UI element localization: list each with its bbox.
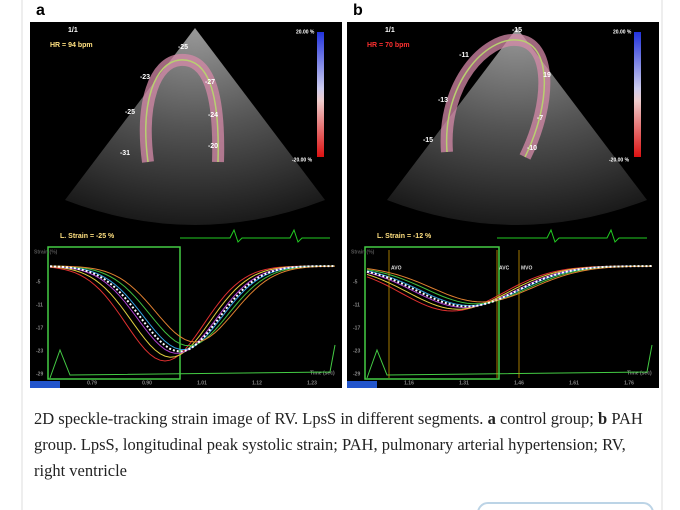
- event-label: AVO: [391, 265, 402, 271]
- y-tick-label: -29: [353, 371, 360, 377]
- segment-value: -13: [438, 97, 448, 104]
- myocardium-edge: [445, 39, 546, 158]
- segment-value: -27: [205, 79, 215, 86]
- caption-label: b: [598, 409, 608, 428]
- echo-fan: [65, 28, 325, 225]
- strain-graph: [347, 245, 659, 388]
- caption: 2D speckle-tracking strain image of RV. …: [34, 406, 646, 484]
- myocardium-edge: [145, 59, 219, 163]
- scale-max: 20.00 %: [613, 29, 632, 35]
- heart-rate: HR = 70 bpm: [367, 42, 410, 49]
- x-tick-label: 1.12: [252, 380, 262, 386]
- segment-value: -24: [208, 112, 218, 119]
- x-tick-label: 0.90: [142, 380, 152, 386]
- strain-curve: [366, 265, 653, 303]
- x-tick-label: 0.79: [87, 380, 97, 386]
- panel-label: b: [353, 2, 363, 19]
- panel: b 1/1 HR = 70 bpm 20.00 % -20.00 % -15 -11 -13 1…: [347, 2, 659, 388]
- x-axis-title: Time (sec): [310, 370, 335, 376]
- caption-text: control group;: [495, 409, 599, 428]
- strain-curve: [49, 265, 335, 347]
- panel-label: a: [36, 2, 45, 19]
- ecg: [180, 228, 330, 243]
- panel: a 1/1 HR = 94 bpm 20.00 % -20.00 % -25 -23 -27 -…: [30, 2, 342, 388]
- frame: 1/1: [385, 27, 395, 34]
- event-label: MVO: [521, 265, 533, 271]
- event-label: AVC: [499, 265, 510, 271]
- segment-value: -31: [120, 150, 130, 157]
- x-tick-label: 1.31: [459, 380, 469, 386]
- green-box: [47, 246, 181, 380]
- scale-min: -20.00 %: [292, 157, 313, 163]
- y-tick-label: -11: [36, 302, 43, 308]
- segment-value: -25: [178, 44, 188, 51]
- caption-text: PAH group. LpsS, longitudinal peak systo…: [34, 409, 643, 480]
- ecg: [497, 228, 647, 243]
- x-tick-label: 1.46: [514, 380, 524, 386]
- y-tick-label: -5: [36, 279, 41, 285]
- y-tick-label: -17: [36, 325, 43, 331]
- segment-value: -15: [423, 137, 433, 144]
- x-tick-label: 1.01: [197, 380, 207, 386]
- segment-value: -25: [125, 109, 135, 116]
- heart-rate: HR = 94 bpm: [50, 42, 93, 49]
- y-axis-title: Strain (%): [34, 249, 58, 255]
- segment-value: -20: [208, 143, 218, 150]
- segment-value: -7: [537, 115, 543, 122]
- x-tick-label: 1.16: [404, 380, 414, 386]
- strain-curve: [50, 265, 336, 343]
- mean-curve: [49, 265, 336, 353]
- y-axis-title: Strain (%): [351, 249, 375, 255]
- y-tick-label: -23: [36, 348, 43, 354]
- y-tick-label: -11: [353, 302, 360, 308]
- time-bar: [30, 381, 60, 388]
- green-box: [364, 246, 500, 380]
- x-tick-label: 1.76: [624, 380, 634, 386]
- strain-label: L. Strain = -12 %: [377, 233, 432, 240]
- segment-value: -23: [140, 74, 150, 81]
- button[interactable]: [477, 502, 654, 510]
- baseline-curve: [49, 344, 336, 379]
- scale-min: -20.00 %: [609, 157, 630, 163]
- time-bar: [347, 381, 377, 388]
- strain-label: L. Strain = -25 %: [60, 233, 115, 240]
- echo-fan: [387, 28, 647, 225]
- color-bar: [317, 32, 324, 157]
- y-tick-label: -23: [353, 348, 360, 354]
- color-bar: [634, 32, 641, 157]
- segment-value: -15: [512, 27, 522, 34]
- y-tick-label: -29: [36, 371, 43, 377]
- x-axis-title: Time (sec): [627, 370, 652, 376]
- x-tick-label: 1.61: [569, 380, 579, 386]
- caption-text: 2D speckle-tracking strain image of RV. …: [34, 409, 488, 428]
- x-tick-label: 1.23: [307, 380, 317, 386]
- scale-max: 20.00 %: [296, 29, 315, 35]
- caption-label: a: [487, 409, 496, 428]
- y-tick-label: -5: [353, 279, 358, 285]
- segment-value: -10: [527, 145, 537, 152]
- segment-value: -11: [459, 52, 469, 59]
- y-tick-label: -17: [353, 325, 360, 331]
- frame: 1/1: [68, 27, 78, 34]
- segment-value: 19: [543, 72, 551, 79]
- baseline-curve: [366, 344, 653, 379]
